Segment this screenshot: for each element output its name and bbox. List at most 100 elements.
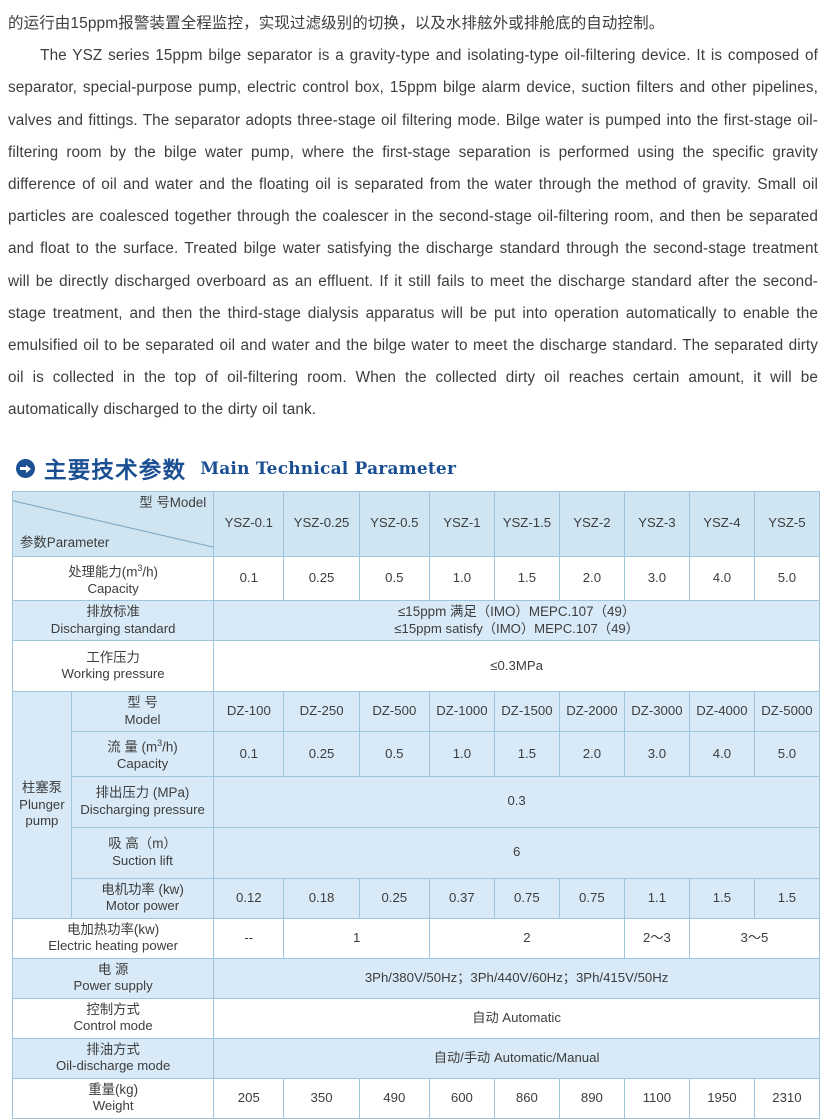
row-label-plunger-pump: 柱塞泵 Plunger pump bbox=[12, 691, 72, 919]
table-row-discharging-pressure: 排出压力 (MPa) Discharging pressure 0.3 bbox=[12, 775, 820, 828]
cell-value: 0.25 bbox=[283, 555, 360, 602]
cell-value: 2 bbox=[428, 917, 625, 959]
cell-value: 0.25 bbox=[283, 731, 360, 777]
cell-value: 1100 bbox=[623, 1077, 690, 1119]
cell-value: -- bbox=[213, 917, 285, 959]
row-label-en: Capacity bbox=[87, 580, 139, 596]
cell-value: DZ-3000 bbox=[623, 691, 690, 733]
cell-value: 1.5 bbox=[493, 555, 560, 602]
row-label-en: Electric heating power bbox=[48, 938, 178, 954]
cell-value: 1.5 bbox=[753, 877, 821, 919]
cell-value: 3.0 bbox=[623, 555, 690, 602]
cell-value: DZ-250 bbox=[283, 691, 360, 733]
row-label-en: Discharging standard bbox=[50, 620, 176, 636]
row-label-cn: 吸 高（m） bbox=[108, 836, 177, 852]
section-heading-cn: 主要技术参数 bbox=[44, 457, 187, 484]
cell-value: 0.75 bbox=[493, 877, 560, 919]
cell-value: 3.0 bbox=[623, 731, 690, 777]
model-header-cell: YSZ-0.1 bbox=[213, 490, 285, 557]
row-label-oil-discharge-mode: 排油方式 Oil-discharge mode bbox=[11, 1037, 215, 1079]
cell-value: 0.75 bbox=[558, 877, 625, 919]
row-label-pump-model: 型 号 Model bbox=[70, 691, 215, 733]
table-row-pump-capacity: 流 量 (m3/h) Capacity 0.1 0.25 0.5 1.0 1.5… bbox=[12, 731, 821, 777]
row-label-en: Weight bbox=[92, 1098, 134, 1114]
table-row-power-supply: 电 源 Power supply 3Ph/380V/50Hz；3Ph/440V/… bbox=[11, 957, 820, 999]
cell-value: DZ-5000 bbox=[753, 691, 821, 733]
cell-value: DZ-1000 bbox=[428, 691, 495, 733]
row-label-pump-capacity: 流 量 (m3/h) Capacity bbox=[70, 731, 215, 777]
value-line-1: ≤15ppm 满足（IMO）MEPC.107（49） bbox=[397, 604, 636, 620]
cell-value: 0.12 bbox=[213, 877, 285, 919]
row-label-cn: 型 号 bbox=[127, 695, 158, 711]
row-label-en: Power supply bbox=[73, 978, 153, 994]
cell-value: 350 bbox=[283, 1077, 360, 1119]
row-label-cn: 控制方式 bbox=[86, 1001, 140, 1017]
row-label-discharging-pressure: 排出压力 (MPa) Discharging pressure bbox=[70, 775, 215, 828]
paragraph-english: The YSZ series 15ppm bilge separator is … bbox=[8, 47, 818, 419]
cell-value: 1.0 bbox=[428, 731, 495, 777]
table-row-motor-power: 电机功率 (kw) Motor power 0.12 0.18 0.25 0.3… bbox=[12, 877, 821, 919]
plunger-pump-cn: 柱塞泵 bbox=[21, 780, 62, 796]
cell-value-span: ≤15ppm 满足（IMO）MEPC.107（49） ≤15ppm satisf… bbox=[213, 600, 820, 642]
row-label-cn: 流 量 (m3/h) bbox=[107, 738, 178, 755]
row-label-cn: 电机功率 (kw) bbox=[101, 881, 184, 897]
model-header-cell: YSZ-0.25 bbox=[283, 490, 360, 557]
row-label-cn: 排放标准 bbox=[86, 604, 140, 620]
section-heading-en: Main Technical Parameter bbox=[200, 458, 457, 479]
row-label-en: Control mode bbox=[73, 1018, 153, 1034]
row-label-cn: 排出压力 (MPa) bbox=[95, 785, 190, 801]
cell-value: 890 bbox=[558, 1077, 625, 1119]
row-label-electric-heating-power: 电加热功率(kw) Electric heating power bbox=[11, 917, 215, 959]
table-row-oil-discharge-mode: 排油方式 Oil-discharge mode 自动/手动 Automatic/… bbox=[11, 1037, 820, 1079]
row-label-en: Suction lift bbox=[112, 852, 173, 868]
row-label-en: Oil-discharge mode bbox=[55, 1058, 171, 1074]
table-header-row: 型 号Model 参数Parameter YSZ-0.1 YSZ-0.25 YS… bbox=[11, 490, 821, 557]
cell-value: 0.5 bbox=[358, 731, 430, 777]
row-label-cn: 电加热功率(kw) bbox=[66, 921, 160, 937]
row-label-suction-lift: 吸 高（m） Suction lift bbox=[70, 826, 215, 879]
cell-value-span: 6 bbox=[213, 826, 820, 879]
cell-value: DZ-4000 bbox=[688, 691, 755, 733]
row-label-weight: 重量(kg) Weight bbox=[11, 1077, 215, 1119]
row-label-en: Model bbox=[124, 711, 161, 727]
table-row-control-mode: 控制方式 Control mode 自动 Automatic bbox=[11, 997, 820, 1039]
model-header-cell: YSZ-5 bbox=[753, 490, 821, 557]
cell-value: DZ-100 bbox=[213, 691, 285, 733]
cell-value: 1.0 bbox=[428, 555, 495, 602]
model-header-cell: YSZ-4 bbox=[688, 490, 755, 557]
cell-value: 0.1 bbox=[213, 731, 285, 777]
cell-value: 205 bbox=[213, 1077, 285, 1119]
plunger-pump-en-2: pump bbox=[25, 813, 59, 829]
model-header-cell: YSZ-1 bbox=[428, 490, 495, 557]
row-label-working-pressure: 工作压力 Working pressure bbox=[11, 640, 215, 693]
cell-value: 1 bbox=[283, 917, 430, 959]
row-label-cn: 工作压力 bbox=[86, 649, 140, 665]
table-row-discharging-standard: 排放标准 Discharging standard ≤15ppm 满足（IMO）… bbox=[11, 600, 820, 642]
table-row-weight: 重量(kg) Weight 205 350 490 600 860 890 11… bbox=[11, 1077, 821, 1119]
table-row-capacity: 处理能力(m3/h) Capacity 0.1 0.25 0.5 1.0 1.5… bbox=[11, 555, 821, 602]
row-label-capacity: 处理能力(m3/h) Capacity bbox=[11, 555, 215, 602]
plunger-pump-en-1: Plunger bbox=[19, 796, 65, 812]
cell-value: 1950 bbox=[688, 1077, 755, 1119]
row-label-en: Working pressure bbox=[61, 666, 165, 682]
cell-value: 0.37 bbox=[428, 877, 495, 919]
cell-value-span: 自动 Automatic bbox=[213, 997, 820, 1039]
arrow-circle-right-icon bbox=[16, 459, 35, 479]
cell-value: 0.25 bbox=[358, 877, 430, 919]
cell-value: 5.0 bbox=[753, 731, 821, 777]
row-label-control-mode: 控制方式 Control mode bbox=[11, 997, 215, 1039]
corner-split-cell: 型 号Model 参数Parameter bbox=[11, 490, 215, 557]
cell-value: 0.18 bbox=[283, 877, 360, 919]
table-row-pump-model: 柱塞泵 Plunger pump 型 号 Model DZ-100 DZ-250… bbox=[12, 691, 821, 919]
cell-value: 2～3 bbox=[623, 917, 690, 959]
cell-value: 1.1 bbox=[623, 877, 690, 919]
cell-value: 2.0 bbox=[558, 555, 625, 602]
row-label-motor-power: 电机功率 (kw) Motor power bbox=[70, 877, 215, 919]
intro-text-block: 的运行由15ppm报警装置全程监控，实现过滤级别的切换，以及水排舷外或排舱底的自… bbox=[0, 0, 830, 427]
cell-value: 2310 bbox=[753, 1077, 821, 1119]
row-label-en: Capacity bbox=[116, 756, 169, 772]
cell-value: 4.0 bbox=[688, 555, 755, 602]
table-row-suction-lift: 吸 高（m） Suction lift 6 bbox=[12, 826, 820, 879]
cell-value: 3～5 bbox=[688, 917, 821, 959]
row-label-cn: 电 源 bbox=[97, 961, 129, 977]
